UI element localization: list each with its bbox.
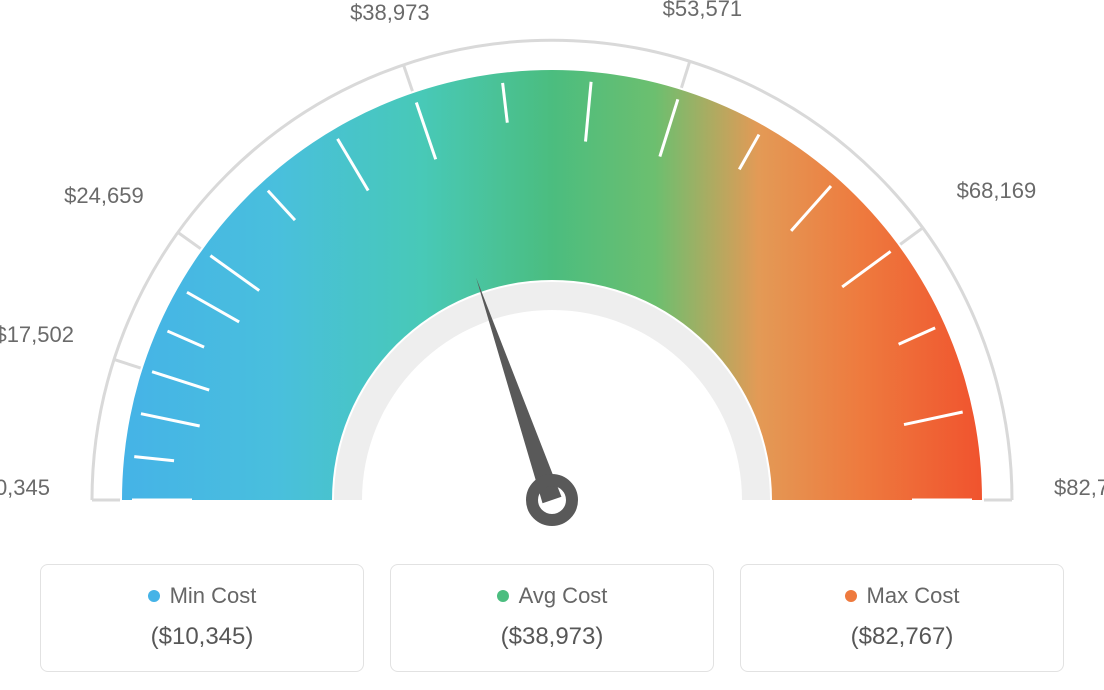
legend-value-max: ($82,767) (751, 623, 1053, 651)
tick-label: $38,973 (350, 0, 430, 26)
legend-card-avg: Avg Cost ($38,973) (390, 564, 714, 672)
legend-title-max-text: Max Cost (867, 583, 960, 609)
legend-value-min: ($10,345) (51, 623, 353, 651)
tick-label: $24,659 (64, 183, 144, 209)
legend-title-min: Min Cost (148, 583, 257, 609)
legend-title-min-text: Min Cost (170, 583, 257, 609)
gauge-svg (0, 0, 1104, 560)
legend-dot-avg (497, 590, 509, 602)
legend-title-avg: Avg Cost (497, 583, 608, 609)
tick-label: $53,571 (663, 0, 743, 22)
tick-label: $17,502 (0, 322, 74, 348)
tick-label: $10,345 (0, 475, 50, 501)
legend-dot-min (148, 590, 160, 602)
legend-card-max: Max Cost ($82,767) (740, 564, 1064, 672)
tick-label: $68,169 (957, 178, 1037, 204)
tick-label: $82,767 (1054, 475, 1104, 501)
legend-row: Min Cost ($10,345) Avg Cost ($38,973) Ma… (40, 564, 1064, 672)
legend-card-min: Min Cost ($10,345) (40, 564, 364, 672)
legend-value-avg: ($38,973) (401, 623, 703, 651)
legend-title-max: Max Cost (845, 583, 960, 609)
legend-title-avg-text: Avg Cost (519, 583, 608, 609)
gauge-chart: $10,345 $17,502 $24,659 $38,973 $53,571 $68,1… (0, 0, 1104, 560)
legend-dot-max (845, 590, 857, 602)
